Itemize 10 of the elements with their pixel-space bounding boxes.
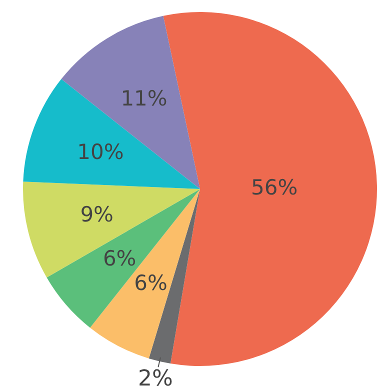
data-label: 2% xyxy=(138,366,173,389)
data-label: 9% xyxy=(80,202,114,226)
data-label: 11% xyxy=(120,86,168,111)
data-label: 6% xyxy=(102,246,136,270)
pie-slice xyxy=(61,16,200,189)
data-label: 6% xyxy=(134,271,168,296)
data-label: 10% xyxy=(77,140,124,164)
pie-slice xyxy=(46,189,200,328)
data-label: 56% xyxy=(250,175,298,200)
pie-slice xyxy=(23,79,200,189)
